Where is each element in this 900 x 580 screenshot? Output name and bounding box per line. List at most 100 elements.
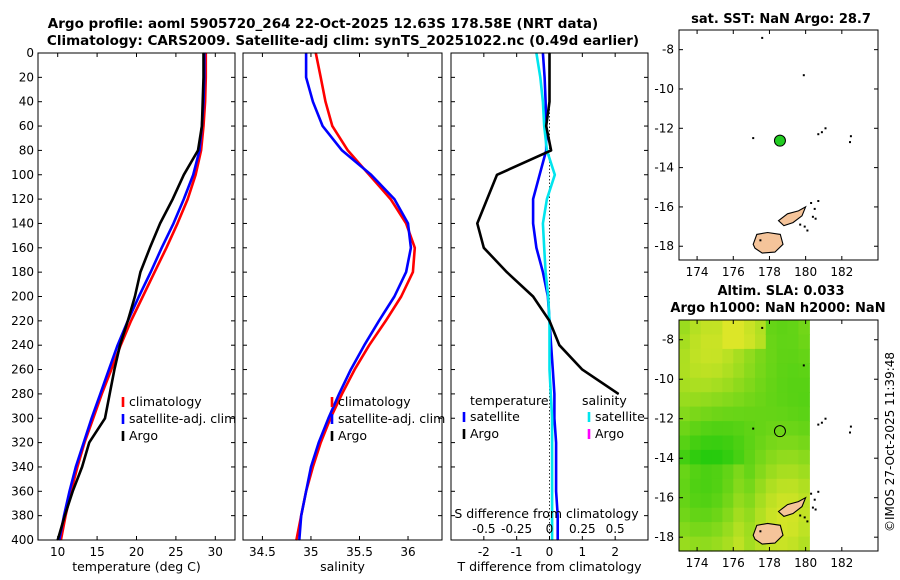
temp-xtick-label: 20 xyxy=(129,545,144,559)
sst-islet xyxy=(849,135,852,138)
sst-lat-label: -12 xyxy=(654,121,674,135)
sla-heatmap-cell xyxy=(755,348,767,364)
temp-argo-point xyxy=(202,76,205,78)
sla-heatmap-cell xyxy=(744,392,756,408)
diff-s-sat-point xyxy=(551,466,553,468)
diff-s-sat-point xyxy=(546,198,548,200)
sal-sat-point xyxy=(410,247,412,249)
sal-sat-point xyxy=(305,490,307,492)
sla-heatmap-cell xyxy=(722,507,734,523)
diff-legend-label: Argo xyxy=(595,426,624,441)
sla-map-title-line1: Altim. SLA: 0.033 xyxy=(718,284,845,299)
sla-heatmap-cell xyxy=(755,449,767,465)
sla-heatmap-cell xyxy=(744,449,756,465)
diff-s-sat-point xyxy=(548,369,551,371)
sla-islet xyxy=(849,425,852,428)
temp-sat-point xyxy=(138,295,140,298)
sla-heatmap-cell xyxy=(733,392,745,408)
temp-frame xyxy=(37,52,236,541)
diff-t-argo-point xyxy=(506,271,508,273)
sla-heatmap-cell xyxy=(787,392,799,408)
sal-clim-point xyxy=(320,442,322,444)
sla-heatmap-cell xyxy=(798,435,810,451)
sla-heatmap-cell xyxy=(722,406,734,422)
diff-legend-title-salinity: salinity xyxy=(582,393,627,408)
sla-heatmap-cell xyxy=(776,449,789,465)
sla-heatmap-cell xyxy=(765,435,778,451)
sla-heatmap-cell xyxy=(755,536,767,552)
sla-lat-label: -16 xyxy=(654,491,674,505)
diff-legend-title-temperature: temperature xyxy=(470,393,549,408)
temp-legend-label: Argo xyxy=(129,428,158,443)
figure-title-line1: Argo profile: aoml 5905720_264 22-Oct-20… xyxy=(48,16,598,32)
sla-heatmap-cell xyxy=(700,478,713,494)
temp-clim-point xyxy=(154,271,156,273)
sst-islet xyxy=(761,36,764,39)
depth-tick-label: 140 xyxy=(11,216,34,230)
sla-heatmap-cell xyxy=(744,377,756,393)
sla-heatmap-cell xyxy=(765,449,778,465)
temp-legend-label: satellite-adj. clim xyxy=(129,411,236,426)
sst-islet xyxy=(814,217,817,220)
sla-heatmap-cell xyxy=(755,421,767,437)
sla-heatmap-cell xyxy=(787,493,799,509)
depth-tick-label: 20 xyxy=(19,70,34,84)
sla-heatmap-cell xyxy=(711,435,724,451)
diff-t-argo-point xyxy=(558,344,561,346)
diff-s-sat-point xyxy=(551,442,553,444)
sla-heatmap-cell xyxy=(722,493,734,509)
diff-s-sat-point xyxy=(548,344,551,346)
sla-heatmap-cell xyxy=(679,478,691,494)
sst-lon-label: 180 xyxy=(794,265,817,279)
sla-heatmap-cell xyxy=(722,449,734,465)
temp-argo-point xyxy=(64,515,66,517)
sal-clim-point xyxy=(324,101,327,103)
sla-heatmap-cell xyxy=(722,334,734,350)
diff-s-sat-point xyxy=(542,222,544,224)
sla-heatmap-cell xyxy=(798,421,810,437)
sal-sat-point xyxy=(341,149,343,151)
sla-heatmap-cell xyxy=(679,464,691,480)
temp-clim-point xyxy=(195,174,197,176)
diff-t-sat-point xyxy=(557,515,559,517)
sla-heatmap-cell xyxy=(679,435,691,451)
sst-islet xyxy=(802,74,805,77)
sla-heatmap-cell xyxy=(733,320,745,335)
sla-heatmap-cell xyxy=(700,363,713,379)
sla-heatmap-cell xyxy=(689,493,702,509)
temp-argo-point xyxy=(197,149,199,151)
sal-sat-point xyxy=(310,466,312,468)
diff-xtick-label: 2 xyxy=(611,545,619,559)
sal-sat-point xyxy=(300,515,302,517)
sla-heatmap-cell xyxy=(776,478,789,494)
sla-heatmap-cell xyxy=(700,449,713,465)
sla-heatmap-cell xyxy=(765,507,778,523)
sla-islet xyxy=(820,421,823,424)
temp-sat-point xyxy=(150,271,152,273)
sla-heatmap-cell xyxy=(722,392,734,408)
diff-t-sat-point xyxy=(535,247,538,249)
sla-heatmap-cell xyxy=(711,493,724,509)
sla-heatmap-cell xyxy=(755,377,767,393)
sla-heatmap-cell xyxy=(787,363,799,379)
sla-island-vitilevu xyxy=(752,522,784,545)
sal-xtick-label: 34.5 xyxy=(249,545,276,559)
sla-heatmap-cell xyxy=(679,392,691,408)
diff-s-xtick-label: 0.5 xyxy=(606,522,625,536)
sla-heatmap-cell xyxy=(744,536,756,552)
diff-t-sat-point xyxy=(542,271,544,273)
temp-sat-point xyxy=(68,490,71,492)
diff-s-sat-point xyxy=(550,393,552,395)
sla-heatmap-cell xyxy=(689,363,702,379)
sst-lon-label: 182 xyxy=(830,265,853,279)
temp-argo-point xyxy=(113,369,115,371)
sla-heatmap-cell xyxy=(765,334,778,350)
sla-heatmap-cell xyxy=(798,363,810,379)
sal-sat-point xyxy=(407,222,409,224)
sal-clim-point xyxy=(390,198,392,200)
sla-heatmap-cell xyxy=(689,449,702,465)
diff-t-argo-point xyxy=(548,101,551,103)
depth-tick-label: 100 xyxy=(11,168,34,182)
sla-heatmap-cell xyxy=(755,478,767,494)
sla-heatmap-cell xyxy=(787,507,799,523)
